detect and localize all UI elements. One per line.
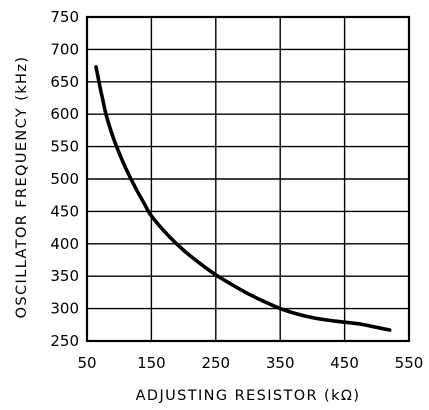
x-axis-label: ADJUSTING RESISTOR (kΩ) [136,388,361,404]
series-group [94,65,392,332]
x-tick-label-4: 450 [330,354,359,372]
x-tick-label-1: 150 [137,354,166,372]
series-line-0 [94,65,392,332]
y-tick-label-3: 400 [50,235,79,253]
x-tick-labels: 50 150 250 350 450 550 [77,354,423,372]
y-tick-label-6: 550 [50,138,79,156]
y-tick-label-9: 700 [50,40,79,58]
y-axis-label: OSCILLATOR FREQUENCY (kHz) [14,56,30,319]
y-tick-label-4: 450 [50,202,79,220]
x-tick-label-0: 50 [77,354,96,372]
x-tick-label-2: 250 [201,354,230,372]
x-tick-label-5: 550 [395,354,424,372]
y-tick-label-7: 600 [50,105,79,123]
plot-frame [85,15,411,343]
y-tick-label-10: 750 [50,8,79,26]
y-tick-labels: 250 300 350 400 450 500 550 600 650 700 750 [50,8,79,350]
grid [87,17,409,341]
y-tick-label-2: 350 [50,267,79,285]
x-tick-label-3: 350 [266,354,295,372]
y-tick-label-8: 650 [50,73,79,91]
y-tick-label-5: 500 [50,170,79,188]
y-tick-label-1: 300 [50,300,79,318]
y-tick-label-0: 250 [50,332,79,350]
